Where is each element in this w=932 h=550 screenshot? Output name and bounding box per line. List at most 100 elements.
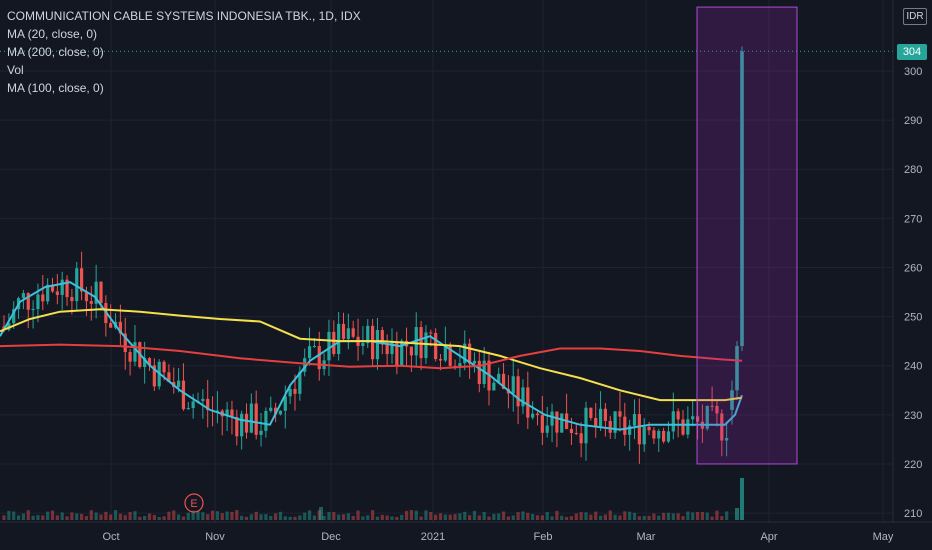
candle-body [312, 346, 316, 348]
candle-body [70, 297, 74, 302]
candle-body [623, 416, 627, 435]
volume-bar [264, 514, 268, 520]
candle-body [385, 344, 389, 355]
candle-body [206, 398, 210, 411]
candle-body [201, 398, 205, 401]
volume-bar [332, 512, 336, 520]
volume-bar [516, 512, 520, 520]
volume-bar [133, 511, 137, 520]
candle-body [307, 346, 312, 359]
volume-bar [710, 516, 714, 520]
volume-bar [361, 516, 365, 520]
volume-bar [84, 516, 89, 520]
time-tick-label: Apr [760, 531, 777, 543]
volume-bar [545, 511, 549, 520]
candle-body [603, 408, 607, 421]
volume-bar [215, 511, 219, 520]
candle-body [123, 333, 127, 353]
volume-bar [429, 512, 433, 520]
volume-bar [177, 514, 181, 520]
volume-bar [501, 511, 506, 520]
candle-body [652, 430, 656, 439]
candle-body [715, 405, 719, 414]
candle-body [41, 294, 45, 302]
candle-body [458, 363, 462, 368]
candle-body [21, 293, 25, 299]
volume-bar [453, 514, 457, 520]
candle-body [574, 433, 578, 435]
volume-bar [75, 513, 79, 520]
volume-bar [560, 515, 564, 520]
candle-body [36, 294, 40, 310]
candle-body [535, 413, 540, 416]
price-tick-label: 210 [904, 508, 922, 520]
candle-body [380, 330, 384, 345]
candle-body [94, 281, 98, 304]
volume-bar [463, 511, 467, 520]
volume-bar [220, 513, 224, 520]
volume-bar [497, 513, 501, 520]
volume-bar [584, 512, 588, 520]
candle-body [671, 411, 675, 432]
volume-bar [642, 515, 646, 520]
candle-body [632, 414, 637, 426]
volume-bar [162, 516, 166, 520]
candles [2, 46, 744, 464]
candle-body [618, 411, 622, 417]
candle-body [361, 343, 365, 346]
volume-bar [36, 515, 40, 520]
candle-body [545, 425, 549, 433]
indicator-volume[interactable]: Vol [7, 63, 24, 77]
volume-bar [41, 515, 45, 520]
highlight-box[interactable] [696, 6, 798, 465]
candle-body [492, 382, 496, 391]
indicator-ma200[interactable]: MA (200, close, 0) [7, 45, 104, 59]
volume-bar [705, 512, 709, 520]
volume-bar [55, 515, 59, 520]
indicator-ma20[interactable]: MA (20, close, 0) [7, 27, 98, 41]
candle-body [540, 415, 544, 433]
candle-body [419, 327, 423, 359]
candle-body [395, 341, 399, 366]
candle-body [521, 387, 525, 407]
time-axis[interactable]: Oct Nov Dec 2021 Feb Mar Apr May [102, 531, 893, 543]
volume-bar [210, 510, 215, 520]
volume-bar [283, 516, 287, 520]
indicator-ma100[interactable]: MA (100, close, 0) [7, 81, 104, 95]
volume-bar [468, 515, 472, 520]
symbol-title[interactable]: COMMUNICATION CABLE SYSTEMS INDONESIA TB… [7, 9, 361, 23]
volume-bar [434, 514, 438, 520]
volume-bar [113, 510, 118, 520]
volume-bar [555, 510, 559, 520]
candle-body [274, 407, 278, 415]
candle-body [65, 279, 69, 298]
price-tick-label: 250 [904, 312, 922, 324]
candle-body [46, 284, 50, 302]
candle-body [598, 408, 603, 427]
price-tick-label: 240 [904, 361, 922, 373]
highlight-rect [696, 6, 798, 465]
ma-line [0, 308, 743, 402]
candle-body [118, 321, 122, 334]
earnings-marker[interactable]: E [184, 493, 204, 513]
volume-bar [152, 514, 156, 520]
volume-bar [80, 513, 84, 520]
volume-bar [21, 513, 25, 520]
volume-bar [740, 478, 744, 520]
candle-body [259, 430, 263, 435]
volume-bar [506, 516, 510, 520]
candle-body [55, 291, 59, 295]
currency-label[interactable]: IDR [903, 8, 927, 25]
volume-bar [390, 516, 394, 520]
ma-line [0, 343, 743, 370]
candle-body [740, 51, 744, 347]
candle-body [472, 360, 477, 364]
volume-bar [269, 515, 273, 520]
price-axis[interactable]: 210 220 230 240 250 260 270 280 290 300 [904, 66, 922, 520]
volume-bar [240, 515, 244, 520]
volume-bar [492, 513, 496, 520]
time-tick-label: Nov [205, 531, 225, 543]
volume-bar [385, 515, 389, 520]
volume-bar [157, 516, 161, 520]
